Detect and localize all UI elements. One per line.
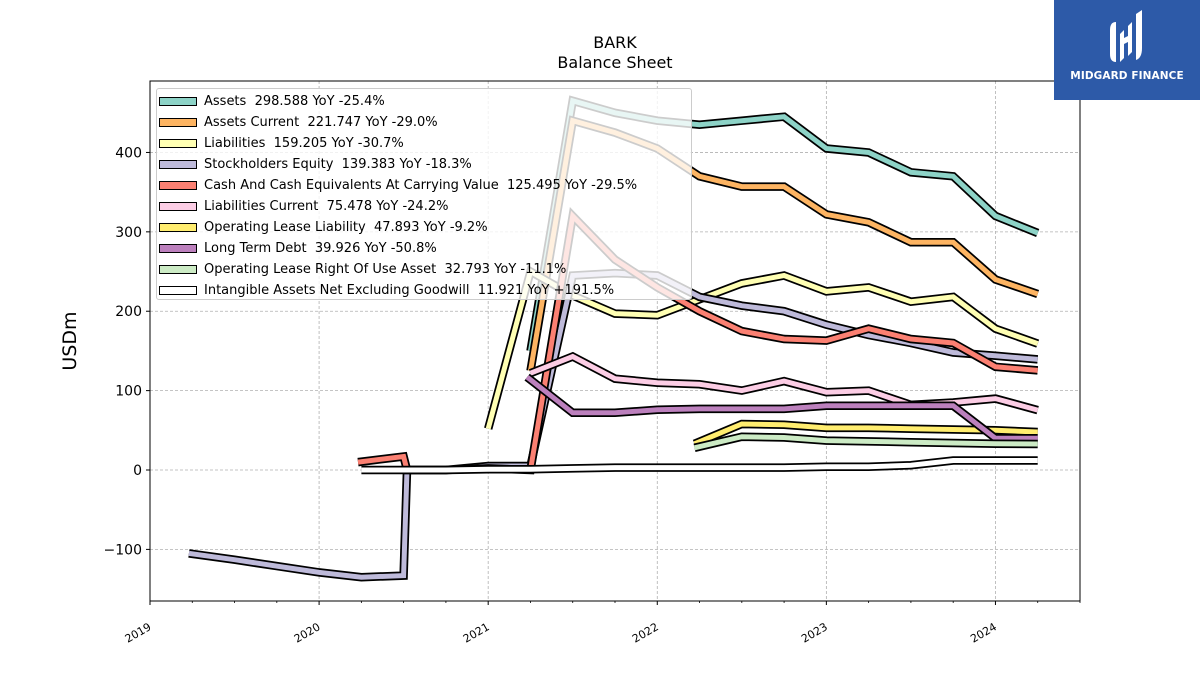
- legend-item: Operating Lease Right Of Use Asset 32.79…: [159, 259, 566, 279]
- x-tick-label: 2022: [630, 620, 661, 645]
- legend-swatch: [159, 285, 197, 295]
- legend-swatch: [159, 243, 197, 253]
- y-tick-label: 300: [115, 225, 142, 241]
- x-tick-label: 2024: [968, 620, 999, 645]
- series-line-8: [693, 434, 1038, 451]
- x-tick-label: 2019: [123, 620, 154, 645]
- chart-title: BARK: [593, 33, 637, 52]
- legend-swatch: [159, 180, 197, 190]
- legend-item: Assets Current 221.747 YoY -29.0%: [159, 112, 438, 132]
- legend-label: Assets 298.588 YoY -25.4%: [204, 93, 385, 109]
- legend-label: Intangible Assets Net Excluding Goodwill…: [204, 282, 615, 298]
- y-tick-label: 200: [115, 304, 142, 320]
- x-tick-label: 2020: [292, 620, 323, 645]
- legend-label: Operating Lease Liability 47.893 YoY -9.…: [204, 219, 488, 235]
- legend-label: Assets Current 221.747 YoY -29.0%: [204, 114, 438, 130]
- y-tick-label: −100: [104, 542, 142, 558]
- legend-label: Long Term Debt 39.926 YoY -50.8%: [204, 240, 437, 256]
- legend-swatch: [159, 117, 197, 127]
- legend-item: Operating Lease Liability 47.893 YoY -9.…: [159, 217, 488, 237]
- series-line-7: [525, 375, 1038, 441]
- series-line-9: [361, 458, 1038, 473]
- legend-label: Operating Lease Right Of Use Asset 32.79…: [204, 261, 567, 277]
- legend-swatch: [159, 264, 197, 274]
- y-tick-label: 100: [115, 384, 142, 400]
- legend-item: Assets 298.588 YoY -25.4%: [159, 91, 385, 111]
- legend-swatch: [159, 138, 197, 148]
- legend-swatch: [159, 222, 197, 232]
- legend-swatch: [159, 159, 197, 169]
- logo-mark-icon: [1110, 10, 1142, 62]
- y-tick-label: 0: [133, 463, 142, 479]
- midgard-finance-logo: MIDGARD FINANCE: [1054, 0, 1200, 100]
- x-tick-label: 2021: [461, 620, 492, 645]
- y-axis-label: USDm: [59, 311, 81, 370]
- legend-item: Long Term Debt 39.926 YoY -50.8%: [159, 238, 437, 258]
- legend-item: Liabilities 159.205 YoY -30.7%: [159, 133, 404, 153]
- x-tick-label: 2023: [799, 620, 830, 645]
- legend: Assets 298.588 YoY -25.4% Assets Current …: [156, 88, 692, 300]
- legend-item: Cash And Cash Equivalents At Carrying Va…: [159, 175, 637, 195]
- y-tick-label: 400: [115, 145, 142, 161]
- series-line-5: [529, 353, 1039, 413]
- legend-item: Intangible Assets Net Excluding Goodwill…: [159, 280, 614, 300]
- legend-item: Stockholders Equity 139.383 YoY -18.3%: [159, 154, 472, 174]
- axis-ticks: −100 0 100 200 300 400 2019 2020 2021 2022 2023 202…: [104, 145, 1081, 646]
- logo-text: MIDGARD FINANCE: [1070, 70, 1184, 82]
- legend-label: Liabilities Current 75.478 YoY -24.2%: [204, 198, 449, 214]
- legend-swatch: [159, 201, 197, 211]
- legend-label: Liabilities 159.205 YoY -30.7%: [204, 135, 404, 151]
- legend-label: Stockholders Equity 139.383 YoY -18.3%: [204, 156, 472, 172]
- legend-swatch: [159, 96, 197, 106]
- legend-item: Liabilities Current 75.478 YoY -24.2%: [159, 196, 448, 216]
- chart-subtitle: Balance Sheet: [557, 53, 672, 72]
- legend-label: Cash And Cash Equivalents At Carrying Va…: [204, 177, 638, 193]
